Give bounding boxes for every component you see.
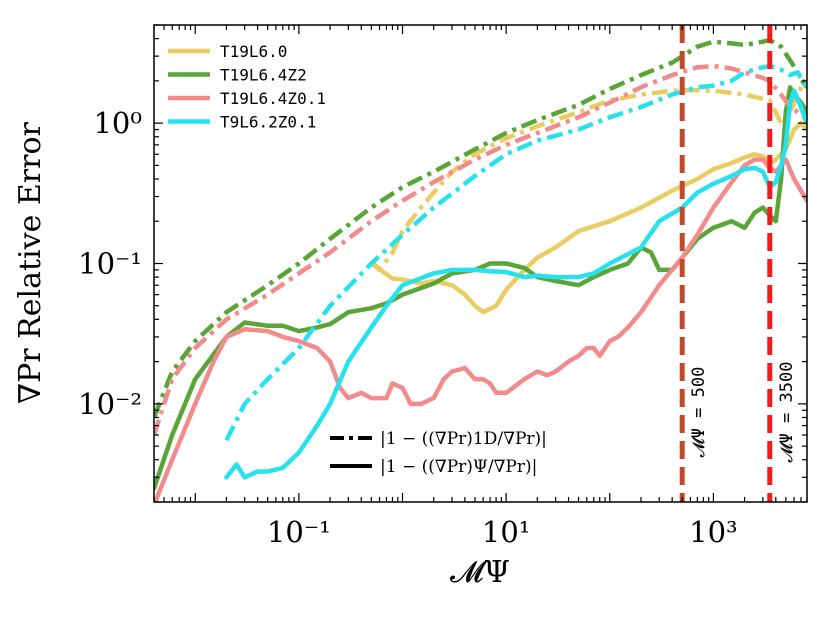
series-0-1d-error-line (369, 78, 807, 273)
legend-label-3: T9L6.2Z0.1 (220, 113, 316, 132)
vline-label-0: 𝓜Ψ = 500 (689, 367, 709, 458)
y-tick-label: 10⁰ (93, 106, 142, 140)
style-legend-label-1: |1 − ((∇Pr)Ψ/∇Pr)| (380, 457, 537, 477)
x-tick-label: 10⁻¹ (267, 515, 331, 549)
x-axis-label: 𝓜Ψ (450, 555, 510, 590)
legend-label-1: T19L6.4Z2 (220, 66, 307, 85)
x-tick-label: 10³ (689, 515, 738, 549)
vertical-markers: 𝓜Ψ = 500 𝓜Ψ = 3500 (679, 25, 797, 502)
series-3-psi-error-line (224, 88, 807, 480)
legend-label-2: T19L6.4Z0.1 (220, 89, 326, 108)
legend-label-0: T19L6.0 (220, 42, 287, 61)
y-tick-label: 10⁻² (78, 387, 142, 421)
series-1-1d-error-line (154, 37, 807, 419)
x-tick-label: 10¹ (482, 515, 531, 549)
y-tick-label: 10⁻¹ (78, 247, 142, 281)
axis-ticks: 10⁻¹ 10¹ 10³ 10⁻² 10⁻¹ 10⁰ (78, 24, 808, 549)
series-2-1d-error-line (154, 63, 807, 436)
style-legend: |1 − ((∇Pr)1D/∇Pr)| |1 − ((∇Pr)Ψ/∇Pr)| (330, 429, 547, 477)
legend: T19L6.0 T19L6.4Z2 T19L6.4Z0.1 T9L6.2Z0.1 (168, 42, 326, 132)
style-legend-label-0: |1 − ((∇Pr)1D/∇Pr)| (380, 429, 547, 449)
y-axis-label: ∇Pr Relative Error (13, 121, 48, 403)
vline-label-1: 𝓜Ψ = 3500 (777, 362, 797, 463)
